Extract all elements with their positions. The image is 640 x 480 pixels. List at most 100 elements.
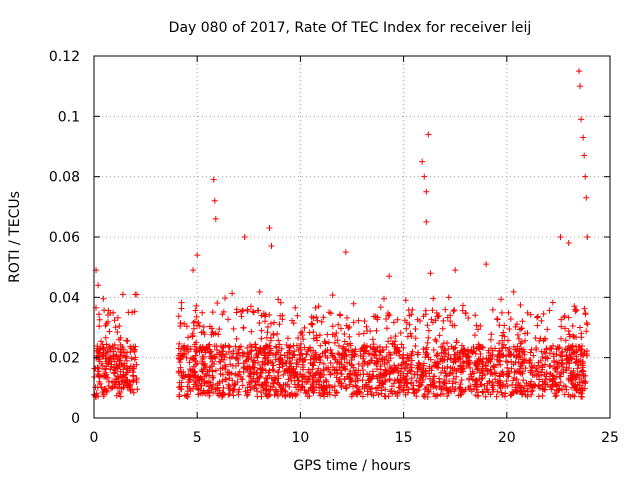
- data-point: [132, 343, 139, 350]
- data-point: [256, 288, 263, 295]
- y-tick-label: 0: [71, 411, 80, 427]
- data-point: [95, 311, 102, 318]
- data-point: [315, 365, 322, 372]
- data-point: [262, 375, 269, 382]
- data-point: [470, 376, 477, 383]
- data-point: [219, 351, 226, 358]
- data-point: [472, 392, 479, 399]
- data-point: [444, 363, 451, 370]
- data-point: [578, 116, 585, 123]
- data-point: [386, 273, 393, 280]
- data-point: [214, 384, 221, 391]
- data-point: [416, 360, 423, 367]
- data-point: [93, 390, 100, 397]
- y-tick-label: 0.02: [49, 351, 80, 367]
- data-point: [518, 325, 525, 332]
- data-point: [124, 349, 131, 356]
- data-point: [477, 323, 484, 330]
- data-point: [195, 374, 202, 381]
- data-point: [566, 331, 573, 338]
- data-point: [458, 347, 465, 354]
- data-point: [517, 388, 524, 395]
- data-point: [285, 376, 292, 383]
- data-point: [539, 392, 546, 399]
- data-point: [310, 335, 317, 342]
- data-point: [352, 382, 359, 389]
- data-point: [455, 356, 462, 363]
- data-point: [375, 384, 382, 391]
- data-point: [300, 336, 307, 343]
- data-point: [302, 356, 309, 363]
- data-point: [257, 365, 264, 372]
- data-point: [337, 312, 344, 319]
- data-point: [546, 376, 553, 383]
- data-point: [370, 392, 377, 399]
- data-point: [496, 373, 503, 380]
- data-point: [118, 349, 125, 356]
- data-point: [510, 377, 517, 384]
- data-point: [459, 358, 466, 365]
- data-point: [96, 323, 103, 330]
- data-point: [264, 329, 271, 336]
- data-point: [117, 393, 124, 400]
- data-point: [549, 383, 556, 390]
- data-point: [310, 329, 317, 336]
- data-point: [514, 321, 521, 328]
- data-point: [264, 324, 271, 331]
- data-point: [362, 345, 369, 352]
- data-point: [222, 363, 229, 370]
- data-point: [237, 352, 244, 359]
- data-point: [473, 363, 480, 370]
- data-point: [325, 382, 332, 389]
- data-point: [229, 290, 236, 297]
- data-point: [440, 317, 447, 324]
- data-point: [119, 374, 126, 381]
- data-point: [583, 350, 590, 357]
- data-point: [576, 372, 583, 379]
- data-point: [557, 234, 564, 240]
- data-point: [113, 381, 120, 388]
- data-point: [114, 385, 121, 392]
- data-point: [270, 362, 277, 369]
- data-point: [569, 323, 576, 330]
- data-point: [571, 383, 578, 390]
- data-point: [404, 380, 411, 387]
- data-point: [259, 358, 266, 365]
- data-point: [558, 335, 565, 342]
- data-point: [384, 359, 391, 366]
- data-point: [180, 351, 187, 358]
- data-point: [209, 329, 216, 336]
- data-point: [423, 188, 430, 195]
- data-point: [559, 386, 566, 393]
- data-point: [360, 355, 367, 362]
- data-point: [200, 323, 207, 330]
- data-point: [208, 383, 215, 390]
- data-point: [524, 309, 531, 316]
- data-point: [241, 363, 248, 370]
- data-point: [547, 371, 554, 378]
- data-point: [237, 374, 244, 381]
- data-point: [204, 368, 211, 375]
- data-point: [344, 314, 351, 321]
- data-point: [102, 322, 109, 329]
- x-tick-label: 25: [601, 430, 619, 446]
- data-point: [309, 321, 316, 328]
- data-point: [511, 369, 518, 376]
- data-point: [383, 370, 390, 377]
- data-point: [372, 313, 379, 320]
- data-point: [528, 363, 535, 370]
- data-point: [102, 365, 109, 372]
- data-point: [407, 361, 414, 368]
- data-point: [191, 369, 198, 376]
- data-point: [111, 317, 118, 324]
- data-point: [332, 392, 339, 399]
- data-point: [326, 309, 333, 316]
- data-point: [458, 342, 465, 349]
- data-point: [309, 366, 316, 373]
- data-point: [524, 330, 531, 337]
- data-point: [347, 342, 354, 349]
- data-point: [478, 381, 485, 388]
- data-point: [529, 371, 536, 378]
- data-point: [448, 388, 455, 395]
